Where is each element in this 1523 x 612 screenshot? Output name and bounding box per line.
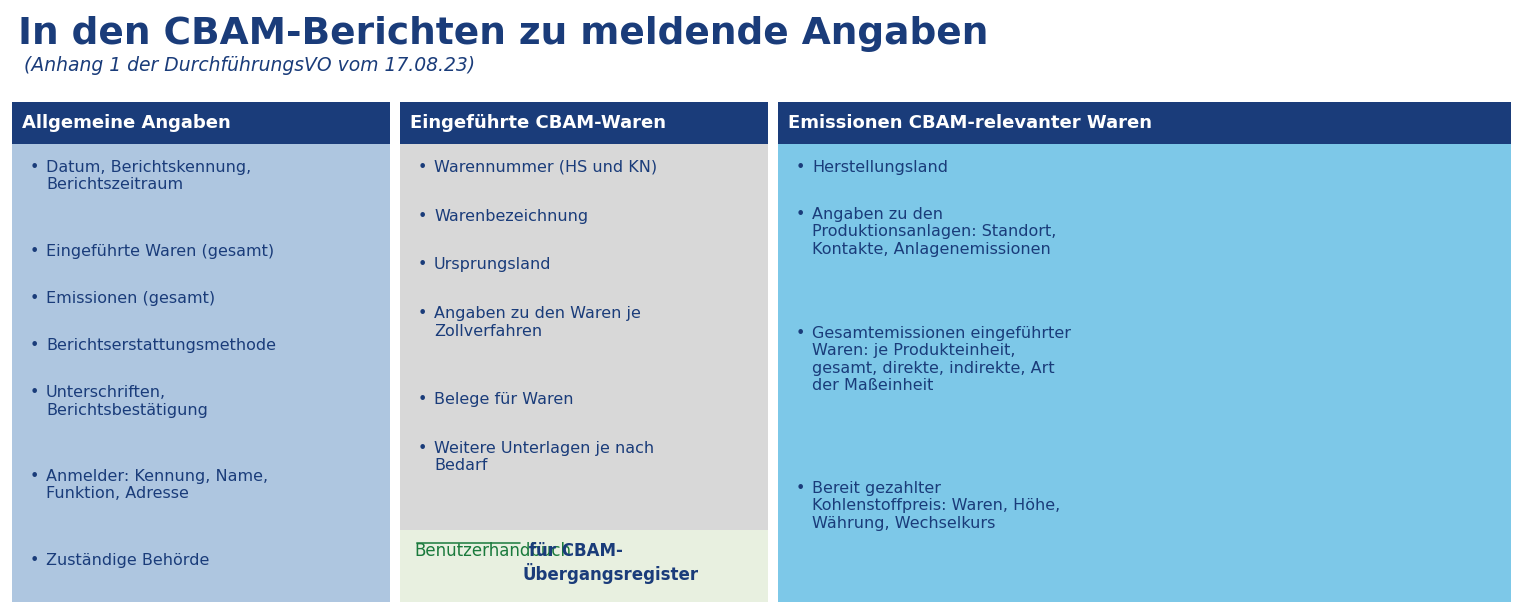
Text: •: • xyxy=(797,160,806,175)
Text: Unterschriften,
Berichtsbestätigung: Unterschriften, Berichtsbestätigung xyxy=(46,386,207,418)
Text: Eingeführte CBAM-Waren: Eingeführte CBAM-Waren xyxy=(410,114,666,132)
Text: •: • xyxy=(30,291,40,306)
Text: Weitere Unterlagen je nach
Bedarf: Weitere Unterlagen je nach Bedarf xyxy=(434,441,653,474)
Text: Emissionen CBAM-relevanter Waren: Emissionen CBAM-relevanter Waren xyxy=(787,114,1151,132)
Text: •: • xyxy=(417,209,428,224)
Text: •: • xyxy=(797,481,806,496)
FancyBboxPatch shape xyxy=(12,144,390,602)
Text: Zuständige Behörde: Zuständige Behörde xyxy=(46,553,209,567)
Text: Gesamtemissionen eingeführter
Waren: je Produkteinheit,
gesamt, direkte, indirek: Gesamtemissionen eingeführter Waren: je … xyxy=(812,326,1071,393)
Text: Herstellungsland: Herstellungsland xyxy=(812,160,947,175)
Text: •: • xyxy=(797,207,806,222)
FancyBboxPatch shape xyxy=(778,102,1511,144)
Text: •: • xyxy=(417,306,428,321)
Text: Benutzerhandbuch: Benutzerhandbuch xyxy=(414,542,571,560)
Text: •: • xyxy=(417,160,428,175)
Text: •: • xyxy=(30,338,40,353)
FancyBboxPatch shape xyxy=(401,530,768,602)
Text: Berichtserstattungsmethode: Berichtserstattungsmethode xyxy=(46,338,276,353)
Text: •: • xyxy=(30,386,40,400)
Text: Angaben zu den Waren je
Zollverfahren: Angaben zu den Waren je Zollverfahren xyxy=(434,306,641,338)
Text: Warenbezeichnung: Warenbezeichnung xyxy=(434,209,588,224)
Text: Allgemeine Angaben: Allgemeine Angaben xyxy=(21,114,231,132)
Text: •: • xyxy=(417,392,428,408)
Text: •: • xyxy=(30,469,40,484)
Text: •: • xyxy=(30,244,40,259)
Text: Ursprungsland: Ursprungsland xyxy=(434,258,551,272)
Text: •: • xyxy=(417,258,428,272)
Text: In den CBAM-Berichten zu meldende Angaben: In den CBAM-Berichten zu meldende Angabe… xyxy=(18,16,988,52)
Text: für CBAM-
Übergangsregister: für CBAM- Übergangsregister xyxy=(522,542,699,584)
Text: •: • xyxy=(30,160,40,175)
Text: Eingeführte Waren (gesamt): Eingeführte Waren (gesamt) xyxy=(46,244,274,259)
Text: Belege für Waren: Belege für Waren xyxy=(434,392,574,408)
Text: •: • xyxy=(30,553,40,567)
FancyBboxPatch shape xyxy=(401,102,768,144)
Text: (Anhang 1 der DurchführungsVO vom 17.08.23): (Anhang 1 der DurchführungsVO vom 17.08.… xyxy=(24,56,475,75)
Text: •: • xyxy=(417,441,428,456)
Text: •: • xyxy=(797,326,806,341)
Text: Bereit gezahlter
Kohlenstoffpreis: Waren, Höhe,
Währung, Wechselkurs: Bereit gezahlter Kohlenstoffpreis: Waren… xyxy=(812,481,1060,531)
FancyBboxPatch shape xyxy=(778,144,1511,602)
Text: Warennummer (HS und KN): Warennummer (HS und KN) xyxy=(434,160,656,175)
FancyBboxPatch shape xyxy=(12,102,390,144)
FancyBboxPatch shape xyxy=(401,144,768,530)
Text: Datum, Berichtskennung,
Berichtszeitraum: Datum, Berichtskennung, Berichtszeitraum xyxy=(46,160,251,192)
Text: Angaben zu den
Produktionsanlagen: Standort,
Kontakte, Anlagenemissionen: Angaben zu den Produktionsanlagen: Stand… xyxy=(812,207,1057,256)
Text: Emissionen (gesamt): Emissionen (gesamt) xyxy=(46,291,215,306)
Text: Anmelder: Kennung, Name,
Funktion, Adresse: Anmelder: Kennung, Name, Funktion, Adres… xyxy=(46,469,268,501)
